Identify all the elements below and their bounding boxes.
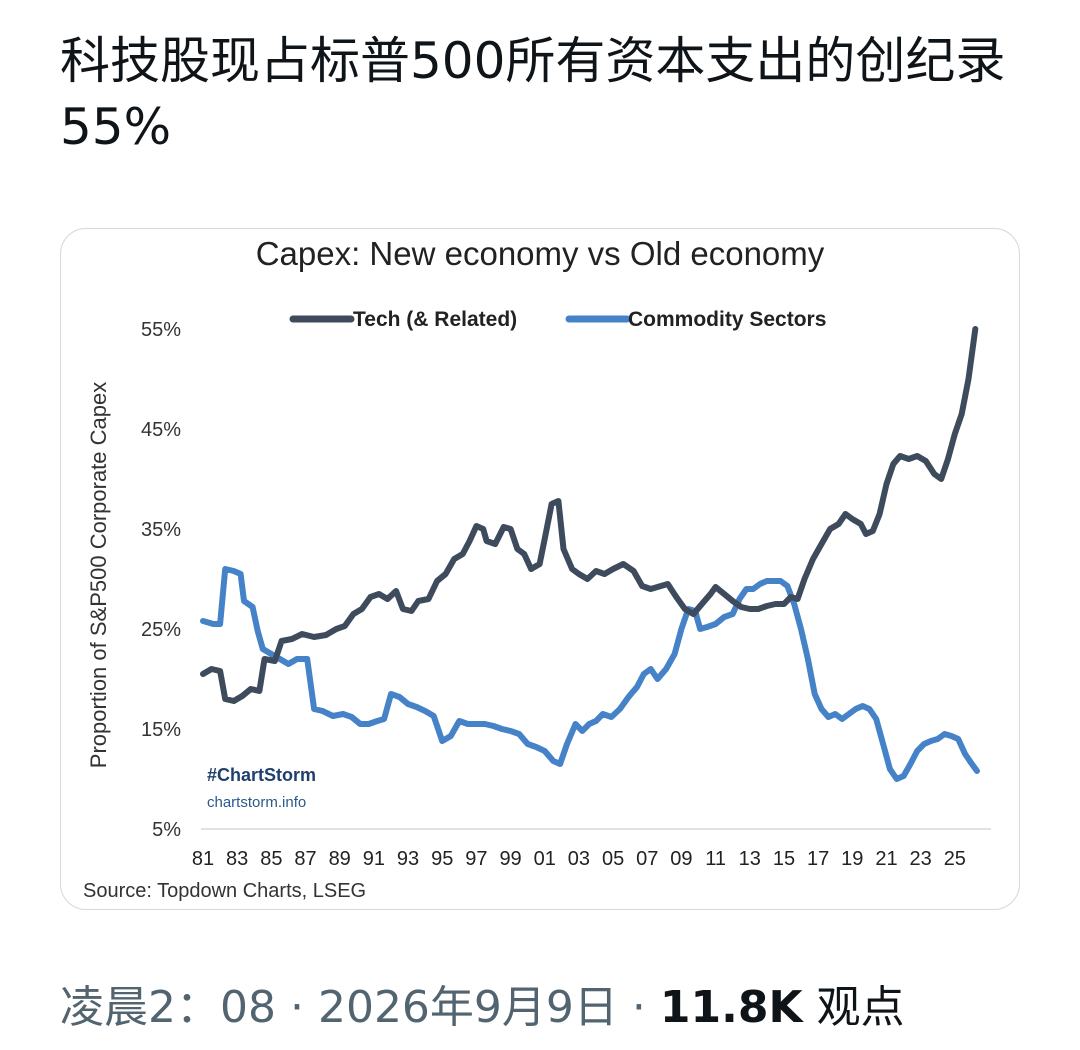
x-tick-label: 93 [397, 848, 419, 870]
x-tick-label: 99 [499, 848, 521, 870]
x-tick-label: 83 [226, 848, 248, 870]
y-tick-label: 15% [141, 719, 181, 741]
y-axis-ticks: 5% 15% 25% 35% 45% 55% [141, 319, 181, 841]
legend-label-tech: Tech (& Related) [353, 308, 517, 331]
x-tick-label: 23 [910, 848, 932, 870]
x-tick-label: 87 [294, 848, 316, 870]
x-tick-label: 13 [739, 848, 761, 870]
capex-line-chart: Capex: New economy vs Old economy Tech (… [83, 235, 991, 902]
series-layer [200, 326, 980, 782]
x-tick-label: 15 [773, 848, 795, 870]
y-tick-label: 35% [141, 519, 181, 541]
x-tick-label: 95 [431, 848, 453, 870]
x-tick-label: 25 [944, 848, 966, 870]
x-tick-label: 05 [602, 848, 624, 870]
post-date[interactable]: 2026年9月9日 [317, 982, 618, 1033]
x-tick-label: 19 [841, 848, 863, 870]
views-label: 观点 [802, 982, 905, 1033]
y-tick-label: 25% [141, 619, 181, 641]
chart-title: Capex: New economy vs Old economy [256, 235, 825, 272]
x-tick-label: 01 [534, 848, 556, 870]
legend-label-commodity: Commodity Sectors [628, 308, 826, 331]
meta-separator: · [617, 982, 660, 1033]
x-tick-label: 89 [329, 848, 351, 870]
legend: Tech (& Related) Commodity Sectors [289, 308, 826, 331]
post-time[interactable]: 凌晨2：08 [60, 982, 276, 1033]
meta-separator: · [275, 982, 318, 1033]
x-tick-label: 81 [192, 848, 214, 870]
series-line-0 [200, 326, 979, 704]
post-meta: 凌晨2：08 · 2026年9月9日 · 11.8K 观点 [60, 980, 1040, 1036]
x-tick-label: 85 [260, 848, 282, 870]
x-tick-label: 97 [465, 848, 487, 870]
x-tick-label: 09 [670, 848, 692, 870]
x-axis-ticks: 81 83 85 87 89 91 93 95 97 99 01 03 05 07 09 11 13 15 17 19… [192, 848, 966, 870]
x-tick-label: 11 [705, 848, 726, 870]
watermark-hashtag: #ChartStorm [207, 765, 316, 785]
x-tick-label: 03 [568, 848, 590, 870]
series-line-1 [200, 566, 980, 782]
chart-source: Source: Topdown Charts, LSEG [83, 880, 366, 902]
x-tick-label: 91 [363, 848, 385, 870]
y-tick-label: 5% [152, 819, 181, 841]
x-tick-label: 21 [875, 848, 897, 870]
y-axis-label: Proportion of S&P500 Corporate Capex [86, 382, 111, 768]
views-count: 11.8K [659, 982, 803, 1033]
x-tick-label: 17 [807, 848, 829, 870]
x-tick-label: 07 [636, 848, 658, 870]
chart-image-card[interactable]: Capex: New economy vs Old economy Tech (… [60, 228, 1020, 910]
watermark-url: chartstorm.info [207, 794, 306, 811]
post-text: 科技股现占标普500所有资本支出的创纪录55% [60, 32, 1006, 156]
y-tick-label: 45% [141, 419, 181, 441]
y-tick-label: 55% [141, 319, 181, 341]
